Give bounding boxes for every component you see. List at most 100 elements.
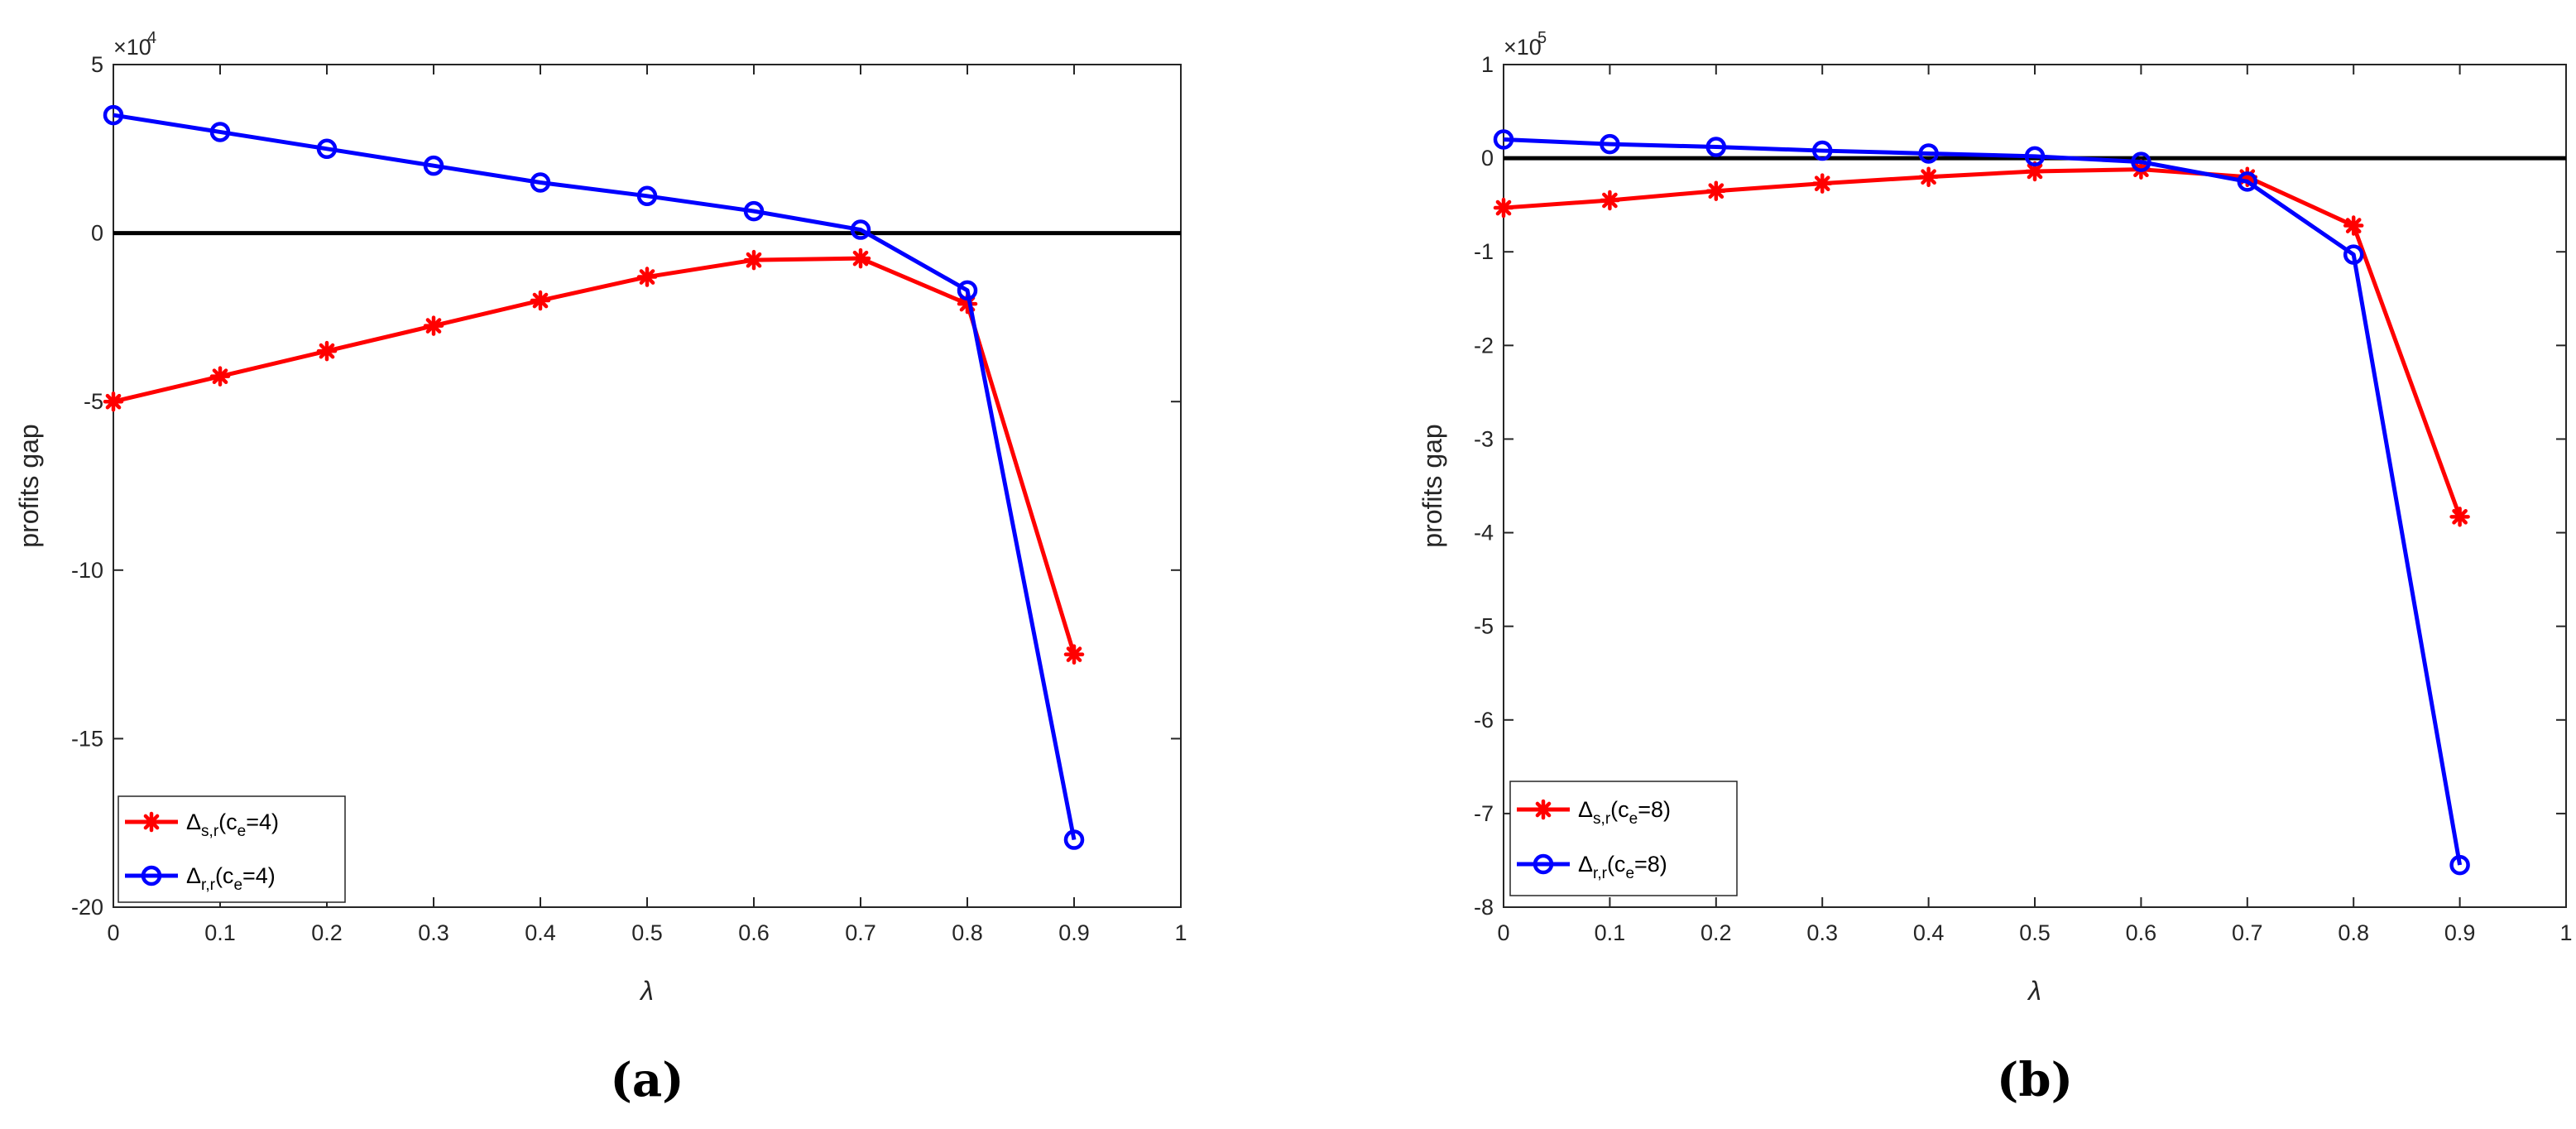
legend-end: =4)	[246, 810, 279, 834]
y-tick-label: 0	[1481, 146, 1494, 171]
series-line-blue	[1503, 137, 2463, 866]
data-point	[1918, 166, 1939, 187]
legend-end: =4)	[242, 863, 276, 888]
data-point	[2449, 507, 2470, 527]
y-tick-labels: -20 -15 -10 -5 0 5	[71, 52, 103, 920]
data-point	[1600, 133, 1620, 155]
x-tick-label: 0.7	[2232, 920, 2263, 945]
legend-sub: r,r	[1593, 865, 1608, 882]
y-tick-label: -1	[1474, 239, 1494, 264]
data-point	[850, 247, 871, 269]
data-point	[636, 185, 658, 207]
exponent-power: 5	[1537, 29, 1547, 47]
plot-area	[1503, 64, 2567, 908]
panel-caption: (a)	[610, 1053, 684, 1107]
data-point	[1918, 143, 1939, 164]
y-tick-label: -8	[1474, 895, 1494, 920]
y-tick-labels: -8 -7 -6 -5 -4 -3 -2 -1 0 1	[1474, 52, 1494, 920]
x-tick-labels: 0 0.1 0.2 0.3 0.4 0.5 0.6 0.7 0.8 0.9 1	[1497, 920, 2572, 945]
data-point	[103, 391, 124, 412]
y-tick-label: 5	[91, 52, 103, 77]
legend-end: =8)	[1634, 852, 1667, 877]
legend-sub2: e	[237, 823, 247, 840]
data-point	[316, 340, 338, 362]
data-point	[636, 267, 658, 287]
x-tick-label: 0.1	[1595, 920, 1626, 945]
x-tick-labels: 0 0.1 0.2 0.3 0.4 0.5 0.6 0.7 0.8 0.9 1	[107, 920, 1187, 945]
x-tick-label: 0.6	[738, 920, 770, 945]
data-point	[1811, 140, 1833, 161]
x-tick-label: 1	[1174, 920, 1187, 945]
data-point	[2449, 854, 2470, 876]
data-point	[2024, 146, 2046, 167]
y-tick-label: -6	[1474, 708, 1494, 733]
x-tick-label: 0.7	[845, 920, 876, 945]
y-tick-label: -20	[71, 895, 103, 920]
data-point	[1493, 197, 1514, 219]
legend-delta: Δ	[186, 810, 201, 834]
x-axis-label: λ	[639, 976, 654, 1006]
legend: Δs,r(ce=8) Δr,r(ce=8)	[1509, 781, 1738, 896]
legend-marker-red	[141, 811, 162, 833]
legend-marker-shape	[141, 865, 162, 886]
x-tick-label: 0.8	[952, 920, 983, 945]
data-point	[209, 122, 231, 142]
exponent-power: 4	[147, 29, 156, 47]
data-point	[316, 138, 338, 160]
x-tick-label: 0.4	[1913, 920, 1945, 945]
legend-marker-red	[1533, 799, 1554, 820]
tick-marks	[113, 64, 1182, 908]
series-line-blue	[113, 113, 1077, 841]
data-point	[2237, 171, 2258, 192]
legend-delta: Δ	[1578, 852, 1593, 877]
data-point	[850, 219, 871, 240]
legend-sub2: e	[233, 877, 242, 894]
tick-marks	[1503, 64, 2567, 908]
y-tick-label: -4	[1474, 521, 1494, 545]
y-tick-label: -3	[1474, 426, 1494, 451]
panel-caption: (b)	[1997, 1053, 2073, 1107]
y-tick-label: 1	[1481, 52, 1494, 77]
legend-label-red: Δs,r(ce=4)	[186, 810, 279, 840]
legend-marker-shape	[141, 811, 162, 833]
series-group	[103, 104, 1085, 850]
data-point	[423, 155, 444, 176]
y-tick-label: -2	[1474, 333, 1494, 358]
data-point	[1600, 190, 1620, 211]
legend-sub: s,r	[1593, 810, 1611, 828]
data-point	[743, 249, 765, 271]
legend-label-red: Δs,r(ce=8)	[1578, 797, 1671, 828]
data-point	[423, 315, 444, 336]
legend-sub2: e	[1629, 810, 1638, 828]
data-point	[743, 200, 765, 222]
x-tick-label: 0.6	[2126, 920, 2157, 945]
x-tick-label: 0.3	[1806, 920, 1838, 945]
data-point	[103, 104, 124, 126]
data-point	[1063, 829, 1085, 850]
legend-delta: Δ	[186, 863, 201, 888]
series-group	[1493, 129, 2470, 876]
data-point	[2343, 244, 2364, 265]
legend-label-blue: Δr,r(ce=8)	[1578, 852, 1667, 882]
y-tick-label: -15	[71, 726, 103, 751]
data-point	[530, 172, 551, 193]
data-point	[1493, 129, 1514, 150]
legend-mid: (c	[1610, 797, 1629, 822]
legend-mid: (c	[215, 863, 234, 888]
data-point	[530, 290, 551, 311]
x-tick-label: 0.5	[631, 920, 663, 945]
legend-box	[1509, 781, 1738, 896]
x-tick-label: 0.4	[525, 920, 556, 945]
x-tick-label: 0.2	[1701, 920, 1732, 945]
legend-mid: (c	[218, 810, 237, 834]
y-tick-label: -7	[1474, 801, 1494, 826]
legend-label-blue: Δr,r(ce=4)	[186, 863, 276, 894]
data-point	[1705, 137, 1727, 157]
exponent-base: ×10	[1504, 35, 1542, 60]
x-axis-label: λ	[2027, 976, 2041, 1006]
x-tick-label: 0.9	[2444, 920, 2476, 945]
x-tick-label: 0.5	[2019, 920, 2051, 945]
panel-a: 0 0.1 0.2 0.3 0.4 0.5 0.6 0.7 0.8 0.9 1 -20-15-10-…	[14, 29, 1187, 1107]
legend-sub: r,r	[201, 877, 216, 894]
